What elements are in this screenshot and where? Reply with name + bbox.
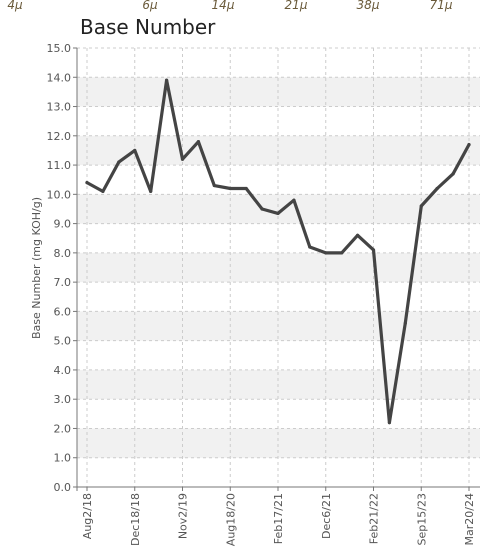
y-tick-label: 0.0 <box>54 481 72 494</box>
data-point <box>244 186 248 191</box>
gridlines <box>76 47 480 491</box>
data-point <box>419 204 423 208</box>
data-point <box>276 211 280 215</box>
data-point <box>308 245 312 249</box>
data-point <box>467 142 471 147</box>
y-tick-labels: 0.0 1.0 2.0 3.0 4.0 5.0 6.0 7.0 8.0 9.0 10.0 11.0 12… <box>47 42 77 494</box>
x-tick-label: Nov2/19 <box>177 493 190 539</box>
data-point <box>85 181 89 185</box>
x-tick-label: Sep15/23 <box>415 493 428 545</box>
x-tick-label: Aug2/18 <box>81 493 94 539</box>
data-point <box>260 207 264 211</box>
x-tick-label: Feb17/21 <box>272 493 285 544</box>
x-tick-label: Aug18/20 <box>224 493 237 546</box>
x-tick-label: Feb21/22 <box>368 493 381 544</box>
data-point <box>387 421 392 425</box>
y-tick-label: 2.0 <box>54 422 72 435</box>
y-tick-label: 10.0 <box>47 188 72 201</box>
data-point <box>355 233 360 237</box>
data-point <box>435 186 439 191</box>
data-point <box>117 160 121 164</box>
data-point <box>164 78 169 82</box>
y-tick-label: 13.0 <box>47 101 72 114</box>
y-tick-label: 15.0 <box>47 42 72 55</box>
y-tick-label: 1.0 <box>54 452 72 465</box>
y-tick-label: 9.0 <box>54 218 72 231</box>
data-point <box>212 183 216 188</box>
y-tick-label: 6.0 <box>54 305 72 318</box>
top-label: 14μ <box>212 0 235 12</box>
data-point <box>196 140 201 144</box>
data-point <box>133 148 137 153</box>
y-tick-label: 5.0 <box>54 335 72 348</box>
x-tick-label: Mar20/24 <box>463 493 476 545</box>
data-point <box>180 157 185 161</box>
y-tick-label: 3.0 <box>54 393 72 406</box>
data-point <box>451 172 455 176</box>
series-group <box>85 78 471 425</box>
data-point <box>340 251 344 255</box>
data-point <box>324 251 328 255</box>
chart-title: Base Number <box>80 15 216 39</box>
top-label: 38μ <box>357 0 380 12</box>
y-axis-label: Base Number (mg KOH/g) <box>30 197 43 339</box>
data-point <box>403 321 407 325</box>
top-labels: 4μ 6μ 14μ 21μ 38μ 71μ <box>7 0 452 12</box>
top-label: 71μ <box>430 0 453 12</box>
top-label: 4μ <box>7 0 23 12</box>
data-point <box>101 189 105 194</box>
data-point <box>228 186 232 191</box>
x-tick-label: Dec6/21 <box>320 493 333 539</box>
data-point <box>371 248 376 252</box>
top-label: 6μ <box>142 0 158 12</box>
y-tick-label: 14.0 <box>47 71 72 84</box>
y-tick-label: 8.0 <box>54 247 72 260</box>
top-label: 21μ <box>285 0 308 12</box>
y-tick-label: 11.0 <box>47 159 72 172</box>
y-tick-label: 12.0 <box>47 130 72 143</box>
data-point <box>149 189 153 194</box>
x-tick-labels: Aug2/18 Dec18/18 Nov2/19 Aug18/20 Feb17/21 De… <box>81 487 476 546</box>
y-tick-label: 4.0 <box>54 364 72 377</box>
x-tick-label: Dec18/18 <box>129 493 142 546</box>
data-point <box>292 198 296 202</box>
y-tick-label: 7.0 <box>54 276 72 289</box>
